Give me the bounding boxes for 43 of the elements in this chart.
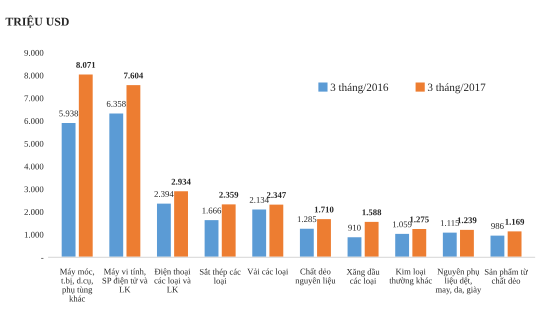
x-tick-label: Máy móc, t.bị, d.cụ, phụ tùng khác: [60, 268, 94, 302]
legend-label: 3 tháng/2016: [330, 83, 388, 94]
data-label: 2.134: [250, 196, 269, 203]
y-tick-label: 7.000: [24, 95, 44, 102]
data-label: 1.059: [393, 221, 412, 228]
data-label: 1.710: [314, 206, 334, 213]
y-axis-title: TRIỆU USD: [6, 15, 69, 28]
data-label: 1.115: [440, 220, 460, 226]
y-tick-label: 3.000: [24, 186, 44, 192]
data-label: 1.285: [298, 216, 316, 222]
y-tick-label: 9.000: [24, 50, 44, 56]
x-tick-label: Kim loại thường khác: [389, 268, 432, 286]
data-label: 7.604: [124, 72, 144, 79]
y-tick-label: 2.000: [24, 209, 44, 215]
data-label: 2.934: [172, 178, 191, 185]
data-label: 2.394: [154, 191, 174, 197]
data-label: 1.169: [505, 218, 524, 225]
data-label: 986: [491, 223, 504, 229]
data-label: 1.588: [362, 209, 382, 216]
y-tick-label: 5.000: [24, 140, 44, 147]
x-tick-label: Điện thoại các loại và LK: [154, 268, 191, 292]
x-tick-label: Nguyên phụ liệu dệt, may, da, giày: [436, 268, 482, 294]
data-label: 2.347: [266, 192, 286, 198]
y-tick-label: -: [41, 258, 44, 259]
y-tick-label: 8.000: [24, 72, 44, 79]
data-label: 6.358: [106, 100, 126, 107]
legend-label: 3 tháng/2017: [428, 83, 486, 94]
data-label: 1.275: [410, 216, 429, 222]
data-label: 2.359: [219, 192, 238, 198]
data-label: 8.071: [76, 62, 96, 68]
y-tick-label: 6.000: [24, 118, 44, 124]
data-label: 910: [348, 224, 361, 231]
data-label: 5.938: [59, 110, 78, 116]
data-label: 1.239: [458, 217, 476, 224]
x-tick-label: Sắt thép các loại: [200, 268, 241, 286]
x-tick-label: Xăng dầu các loại: [346, 268, 380, 286]
y-tick-label: 4.000: [24, 164, 44, 170]
x-tick-label: Sản phẩm từ chất dẻo: [484, 268, 528, 284]
x-tick-label: Chất dẻo nguyên liệu: [295, 268, 336, 286]
data-label: 1.666: [202, 208, 222, 214]
x-tick-label: Vải các loại: [247, 268, 288, 276]
y-tick-label: 1.000: [24, 232, 44, 238]
x-tick-label: Máy vi tính, SP điện tử và LK: [102, 268, 148, 292]
